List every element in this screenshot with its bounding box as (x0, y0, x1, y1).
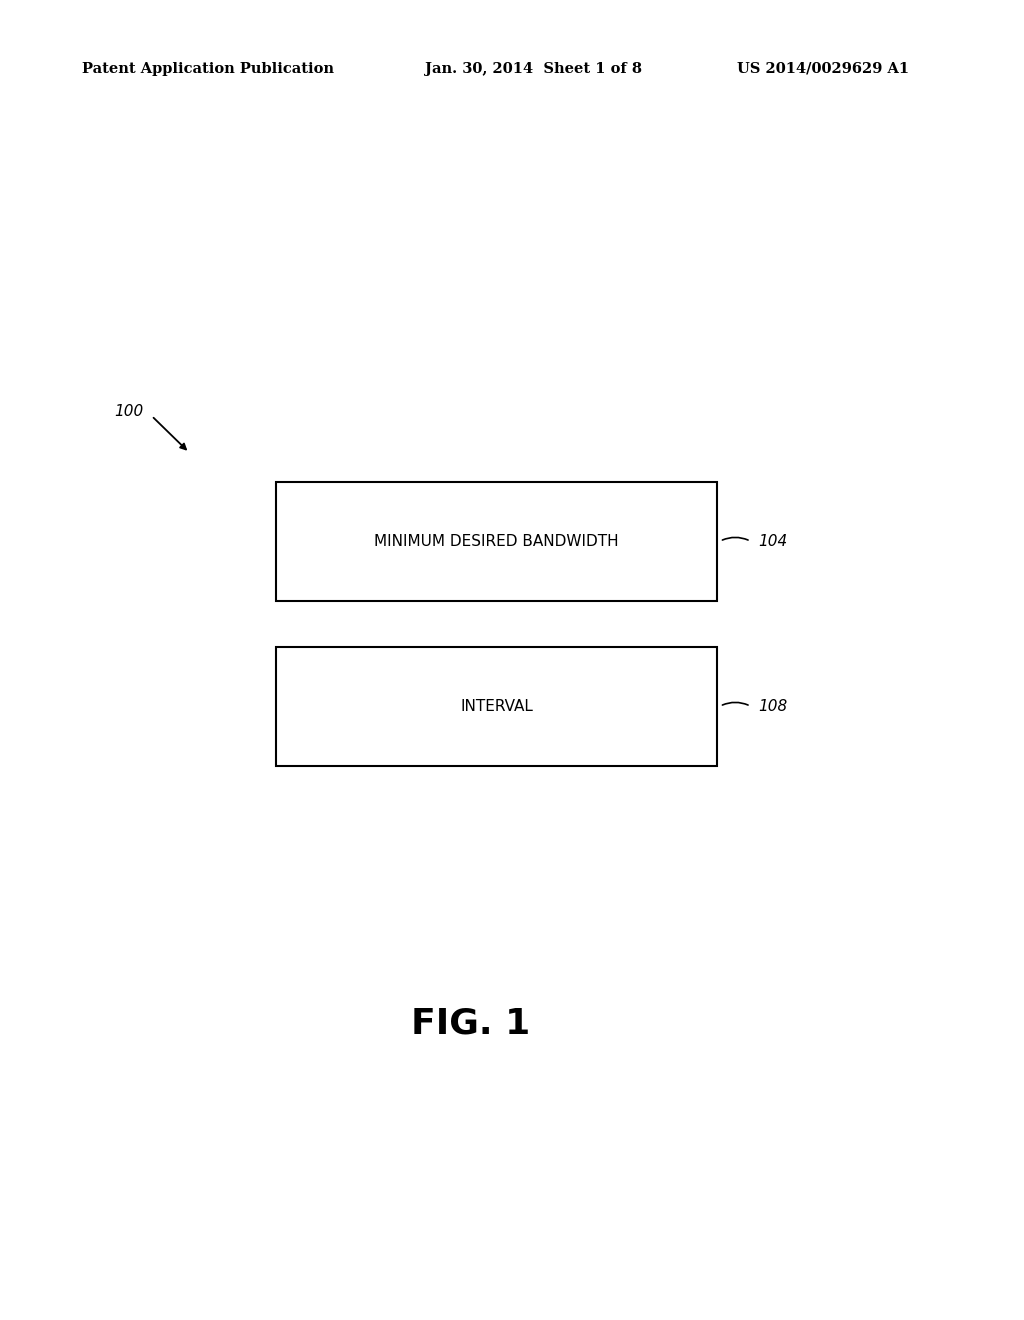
Text: MINIMUM DESIRED BANDWIDTH: MINIMUM DESIRED BANDWIDTH (375, 533, 618, 549)
Text: Patent Application Publication: Patent Application Publication (82, 62, 334, 75)
Text: INTERVAL: INTERVAL (460, 698, 534, 714)
Bar (276, 647, 717, 766)
Text: 100: 100 (114, 404, 143, 420)
Bar (276, 482, 717, 601)
Text: FIG. 1: FIG. 1 (412, 1006, 530, 1040)
Text: Jan. 30, 2014  Sheet 1 of 8: Jan. 30, 2014 Sheet 1 of 8 (425, 62, 642, 75)
Text: 104: 104 (758, 533, 787, 549)
Text: US 2014/0029629 A1: US 2014/0029629 A1 (737, 62, 909, 75)
Text: 108: 108 (758, 698, 787, 714)
